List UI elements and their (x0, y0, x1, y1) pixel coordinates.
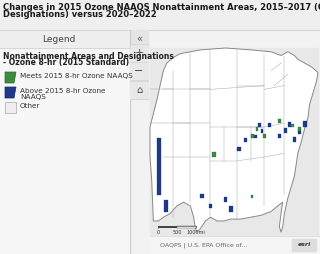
Polygon shape (5, 72, 16, 83)
Bar (292, 239, 316, 251)
Bar (268, 123, 271, 127)
Bar (5, 102, 16, 113)
Bar (157, 138, 161, 195)
Bar (0, 0, 320, 30)
Bar (251, 195, 253, 198)
Bar (298, 129, 301, 134)
Bar (164, 200, 168, 212)
Bar (150, 48, 318, 236)
Bar (293, 137, 296, 142)
Bar (130, 44, 148, 62)
Bar (244, 138, 247, 142)
Bar (284, 129, 287, 133)
Text: «: « (136, 34, 142, 44)
Bar (229, 206, 233, 212)
Bar (209, 204, 212, 208)
Bar (256, 127, 258, 131)
Polygon shape (5, 87, 16, 98)
Bar (177, 226, 196, 228)
Bar (130, 30, 148, 48)
Polygon shape (150, 48, 318, 232)
Bar (298, 127, 301, 131)
Text: Other: Other (20, 103, 41, 109)
Text: 1000mi: 1000mi (187, 230, 205, 234)
Bar (303, 121, 307, 127)
Text: Designations) versus 2020–2022: Designations) versus 2020–2022 (3, 10, 157, 19)
Text: 0: 0 (156, 230, 160, 234)
Text: Above 2015 8-hr Ozone: Above 2015 8-hr Ozone (20, 88, 106, 94)
Bar (254, 135, 257, 138)
Bar (278, 134, 281, 138)
Bar (251, 134, 254, 138)
Bar (0, 30, 130, 254)
Text: - Ozone 8-hr (2015 Standard): - Ozone 8-hr (2015 Standard) (3, 58, 129, 67)
Bar (288, 122, 292, 127)
Text: Legend: Legend (42, 35, 76, 43)
Bar (158, 226, 177, 228)
Text: 500: 500 (172, 230, 182, 234)
Bar (224, 197, 227, 202)
Text: NAAQS: NAAQS (20, 94, 46, 100)
Bar (237, 147, 241, 151)
Text: esri: esri (297, 243, 311, 247)
Text: OAQPS | U.S. EPA Office of...: OAQPS | U.S. EPA Office of... (160, 242, 247, 248)
Bar (262, 134, 266, 138)
Bar (212, 152, 216, 157)
Bar (130, 62, 148, 80)
Bar (278, 119, 281, 123)
Text: +: + (134, 48, 144, 58)
Bar (0, 30, 130, 48)
Text: Changes in 2015 Ozone NAAQS Nonattainment Areas, 2015–2017 (Original: Changes in 2015 Ozone NAAQS Nonattainmen… (3, 3, 320, 12)
Text: Nonattainment Areas and Designations: Nonattainment Areas and Designations (3, 52, 174, 61)
Bar (261, 129, 263, 133)
Text: −: − (134, 66, 144, 76)
Bar (291, 124, 294, 127)
Text: Meets 2015 8-hr Ozone NAAQS: Meets 2015 8-hr Ozone NAAQS (20, 73, 133, 79)
Bar (200, 194, 204, 198)
Bar (130, 81, 148, 99)
Text: ⌂: ⌂ (136, 85, 142, 95)
Bar (258, 123, 261, 127)
Bar (150, 236, 320, 254)
